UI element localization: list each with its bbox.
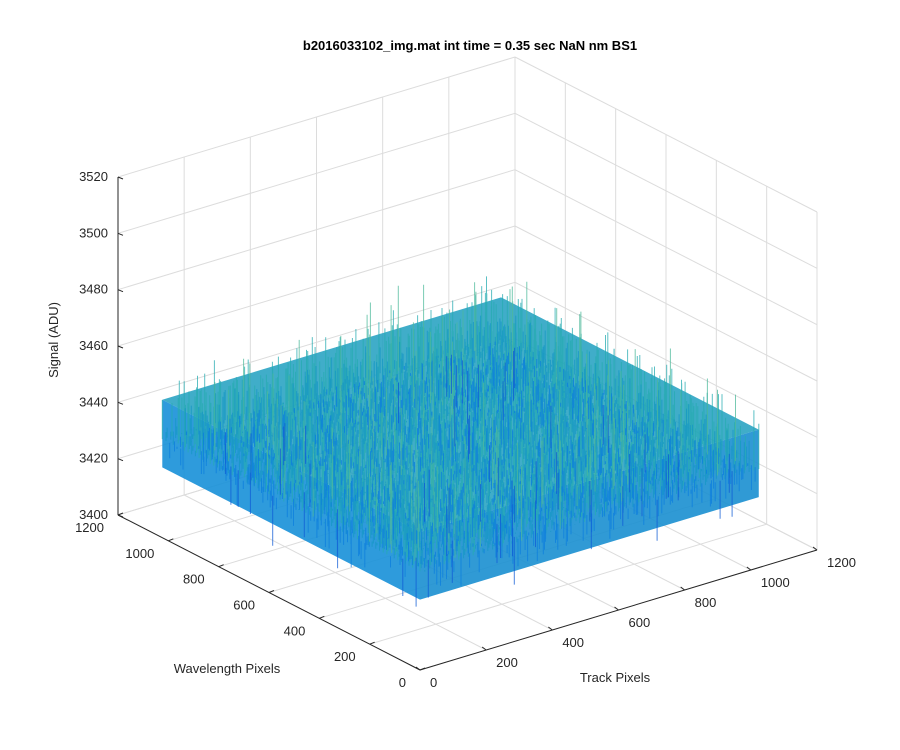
- chart-title: b2016033102_img.mat int time = 0.35 sec …: [303, 38, 637, 53]
- side-wall-grid-line: [514, 281, 818, 438]
- x-tick-label: 1200: [827, 555, 856, 570]
- z-tick-label: 3500: [79, 225, 108, 240]
- floor-grid-line: [369, 523, 767, 645]
- z-tick-label: 3520: [79, 169, 108, 184]
- surface-mesh: [161, 276, 760, 607]
- side-wall-grid-line: [514, 169, 818, 326]
- y-tick-label: 0: [399, 675, 406, 690]
- x-tick-label: 400: [562, 635, 584, 650]
- side-wall-grid-line: [514, 56, 818, 213]
- y-tick-label: 600: [233, 598, 255, 613]
- y-tick-mark: [168, 538, 174, 542]
- back-wall-grid-line: [117, 225, 516, 347]
- x-tick-mark: [614, 606, 619, 611]
- x-tick-labels: 0 200 400 600 800 1000 1200: [415, 546, 856, 690]
- y-tick-label: 200: [334, 649, 356, 664]
- y-tick-mark: [419, 667, 426, 671]
- x-tick-label: 200: [496, 655, 518, 670]
- y-tick-label: 1000: [125, 546, 154, 561]
- z-tick-label: 3420: [79, 451, 108, 466]
- z-tick-label: 3400: [79, 507, 108, 522]
- back-wall-grid-line: [117, 56, 516, 178]
- z-tick-label: 3440: [79, 394, 108, 409]
- z-tick-mark: [117, 458, 124, 462]
- z-tick-label: 3480: [79, 282, 108, 297]
- z-axis-label: Signal (ADU): [46, 302, 61, 378]
- y-tick-mark: [369, 641, 375, 645]
- y-tick-label: 400: [284, 623, 306, 638]
- z-tick-labels: 3400 3420 3440 3460 3480 3500 3520: [79, 169, 124, 522]
- x-tick-mark: [680, 586, 685, 591]
- x-tick-mark: [481, 646, 487, 651]
- y-tick-mark: [319, 615, 325, 619]
- x-tick-label: 800: [695, 595, 717, 610]
- x-tick-label: 1000: [761, 575, 790, 590]
- y-tick-labels: 0 200 400 600 800 1000 1200: [75, 512, 426, 690]
- z-tick-mark: [117, 401, 124, 405]
- y-tick-mark: [268, 590, 275, 593]
- x-axis-label: Track Pixels: [580, 670, 651, 685]
- x-tick-mark: [812, 546, 818, 551]
- y-tick-mark: [117, 512, 124, 516]
- y-tick-label: 800: [183, 572, 205, 587]
- y-axis-label: Wavelength Pixels: [174, 661, 281, 676]
- z-tick-mark: [117, 232, 124, 236]
- surface-noise-strokes: [214, 281, 736, 561]
- z-tick-mark: [117, 176, 124, 180]
- side-wall-grid-line: [514, 225, 818, 382]
- x-tick-label: 600: [629, 615, 651, 630]
- x-tick-mark: [746, 566, 752, 571]
- z-tick-mark: [117, 289, 124, 293]
- y-tick-mark: [218, 564, 224, 568]
- y-tick-label: 1200: [75, 520, 104, 535]
- back-wall-grid-line: [117, 112, 516, 234]
- z-tick-label: 3460: [79, 338, 108, 353]
- surface-noise-strokes: [224, 347, 733, 607]
- z-tick-mark: [117, 345, 124, 349]
- x-tick-mark: [415, 666, 421, 671]
- back-wall-grid-line: [117, 169, 516, 291]
- side-wall-grid-line: [514, 112, 818, 269]
- x-tick-label: 0: [430, 675, 437, 690]
- z-tick-mark: [117, 514, 124, 518]
- x-tick-mark: [548, 626, 553, 631]
